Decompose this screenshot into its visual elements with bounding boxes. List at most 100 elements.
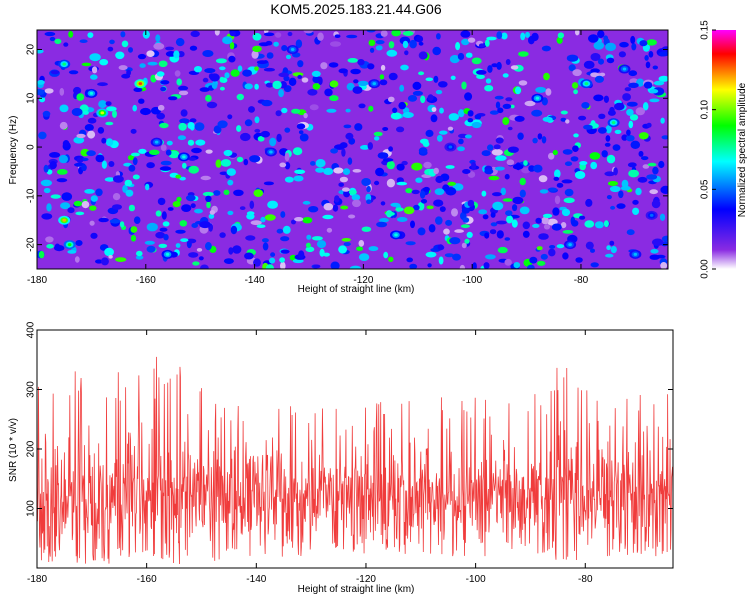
heatmap-cell bbox=[552, 207, 560, 216]
heatmap-y-tick-label: 0 bbox=[26, 144, 37, 150]
heatmap-cell bbox=[420, 95, 426, 104]
heatmap-cell bbox=[168, 96, 178, 101]
heatmap-cell bbox=[263, 32, 275, 37]
heatmap-cell bbox=[434, 188, 445, 196]
heatmap-cell bbox=[405, 188, 413, 194]
heatmap-cell bbox=[542, 116, 553, 122]
heatmap-cell bbox=[50, 70, 60, 75]
heatmap-cell bbox=[157, 197, 166, 206]
heatmap-cell bbox=[68, 70, 79, 75]
heatmap-cell bbox=[159, 166, 172, 171]
heatmap-cell bbox=[37, 89, 45, 96]
heatmap-cell bbox=[205, 94, 212, 102]
heatmap-cell bbox=[652, 65, 658, 70]
heatmap-cell bbox=[511, 204, 518, 212]
heatmap-cell bbox=[658, 75, 668, 82]
heatmap-cell bbox=[593, 41, 605, 50]
heatmap-cell bbox=[146, 50, 155, 57]
heatmap-cell bbox=[147, 61, 158, 66]
heatmap-cell bbox=[108, 254, 113, 259]
heatmap-cell bbox=[315, 159, 326, 168]
heatmap-cell bbox=[137, 53, 147, 60]
heatmap-cell bbox=[322, 214, 334, 220]
heatmap-cell bbox=[89, 220, 95, 226]
heatmap-cell bbox=[388, 146, 393, 152]
heatmap-cell bbox=[296, 123, 306, 130]
heatmap-cell bbox=[188, 252, 199, 258]
heatmap-cell bbox=[382, 127, 389, 131]
heatmap-cell bbox=[471, 121, 482, 129]
heatmap-cell bbox=[412, 90, 423, 96]
heatmap-y-axis-label: Frequency (Hz) bbox=[8, 116, 19, 185]
snr-x-axis-label: Height of straight line (km) bbox=[298, 584, 415, 595]
heatmap-cell bbox=[411, 189, 420, 195]
heatmap-cell bbox=[99, 59, 109, 66]
heatmap-cell bbox=[541, 136, 547, 144]
heatmap-cell bbox=[439, 206, 446, 213]
heatmap-cell bbox=[637, 176, 648, 183]
heatmap-cell bbox=[95, 259, 103, 264]
heatmap-cell bbox=[538, 233, 549, 240]
heatmap-cell bbox=[497, 107, 504, 114]
heatmap-cell bbox=[38, 250, 45, 259]
heatmap-cell bbox=[575, 30, 580, 36]
heatmap-cell bbox=[502, 198, 513, 202]
heatmap-cell bbox=[642, 102, 649, 111]
heatmap-peak-core bbox=[67, 243, 72, 247]
snr-y-tick-label: 400 bbox=[26, 321, 37, 338]
heatmap-cell bbox=[425, 251, 437, 258]
heatmap-cell bbox=[396, 217, 408, 222]
heatmap-cell bbox=[262, 242, 269, 251]
heatmap-cell bbox=[165, 149, 172, 156]
heatmap-cell bbox=[59, 88, 65, 96]
heatmap-cell bbox=[495, 166, 505, 171]
heatmap-cell bbox=[284, 127, 291, 133]
heatmap-cell bbox=[369, 47, 375, 53]
heatmap-cell bbox=[425, 77, 434, 82]
heatmap-cell bbox=[644, 55, 649, 61]
heatmap-cell bbox=[128, 164, 136, 172]
heatmap-cell bbox=[649, 89, 659, 94]
heatmap-cell bbox=[444, 253, 454, 258]
heatmap-cell bbox=[112, 193, 121, 201]
heatmap-cell bbox=[435, 216, 443, 225]
heatmap-x-axis-label: Height of straight line (km) bbox=[298, 284, 415, 295]
heatmap-cell bbox=[345, 132, 354, 140]
heatmap-cell bbox=[260, 216, 266, 223]
heatmap-cell bbox=[464, 92, 473, 101]
heatmap-cell bbox=[159, 227, 168, 232]
heatmap-cell bbox=[467, 37, 476, 43]
heatmap-cell bbox=[659, 213, 666, 221]
heatmap-cell bbox=[466, 231, 473, 238]
heatmap-cell bbox=[223, 189, 230, 195]
heatmap-cell bbox=[112, 110, 117, 118]
heatmap-cell bbox=[581, 102, 590, 109]
heatmap-cell bbox=[153, 42, 165, 50]
heatmap-x-tick-label: -180 bbox=[27, 275, 47, 286]
heatmap-cell bbox=[215, 159, 222, 168]
heatmap-cell bbox=[353, 79, 359, 84]
heatmap-cell bbox=[452, 253, 461, 261]
heatmap-cell bbox=[174, 70, 181, 77]
heatmap-cell bbox=[496, 61, 502, 70]
heatmap-cell bbox=[626, 101, 638, 107]
heatmap-cell bbox=[547, 187, 558, 192]
heatmap-cell bbox=[366, 30, 376, 33]
heatmap-cell bbox=[253, 189, 264, 198]
heatmap-cell bbox=[352, 199, 361, 208]
heatmap-cell bbox=[291, 108, 301, 114]
heatmap-cell bbox=[219, 232, 226, 238]
heatmap-cell bbox=[630, 140, 641, 149]
heatmap-cell bbox=[643, 81, 653, 89]
heatmap-cell bbox=[614, 129, 622, 134]
heatmap-cell bbox=[254, 83, 259, 90]
heatmap-peak-core bbox=[611, 121, 616, 125]
heatmap-cell bbox=[75, 211, 85, 216]
heatmap-cell bbox=[628, 120, 634, 129]
heatmap-cell bbox=[343, 124, 352, 129]
heatmap-cell bbox=[254, 128, 261, 133]
heatmap-cell bbox=[54, 245, 65, 252]
heatmap-cell bbox=[552, 149, 558, 156]
heatmap-cell bbox=[472, 262, 477, 269]
heatmap-cell bbox=[433, 199, 444, 207]
